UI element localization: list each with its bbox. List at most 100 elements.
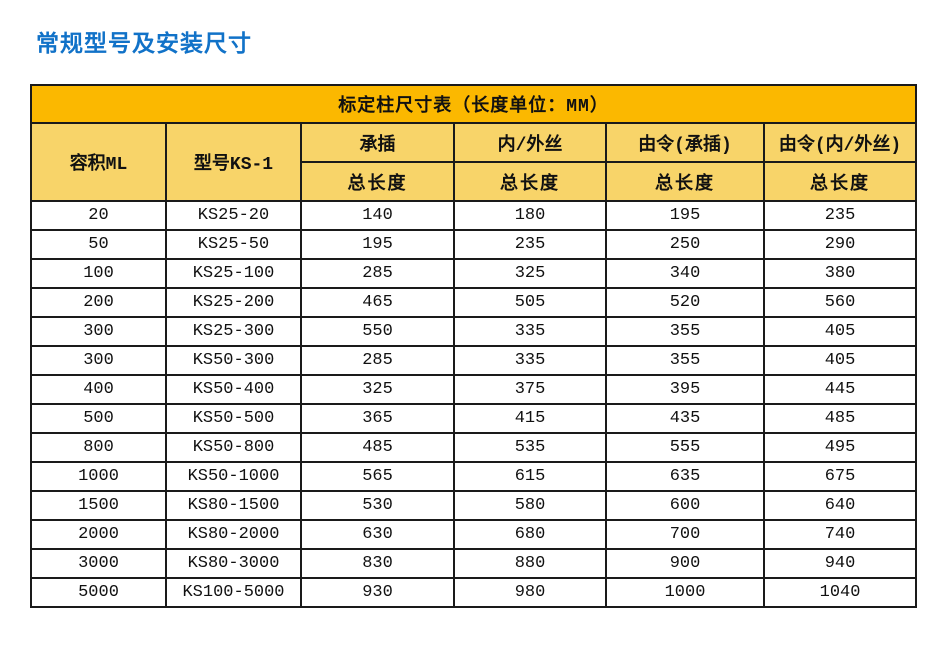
table-row: 1500 KS80-1500 530 580 600 640 [30, 490, 918, 521]
table-cell: KS25-20 [165, 200, 302, 231]
table-row: 500 KS50-500 365 415 435 485 [30, 403, 918, 434]
table-cell: 1040 [762, 577, 918, 608]
table-cell: 285 [300, 258, 455, 289]
table-cell: 3000 [30, 548, 167, 579]
table-cell: 405 [762, 316, 918, 347]
table-cell: 535 [453, 432, 607, 463]
table-cell: 505 [453, 287, 607, 318]
table-cell: 415 [453, 403, 607, 434]
table-cell: KS25-100 [165, 258, 302, 289]
col-header-union-thread: 由令(内/外丝) [762, 122, 918, 163]
table-cell: 640 [762, 490, 918, 521]
table-header: 标定柱尺寸表（长度单位：MM） 容积ML 型号KS-1 承插 内/外丝 由令(承… [29, 84, 918, 202]
table-title-row: 标定柱尺寸表（长度单位：MM） [29, 84, 918, 124]
table-cell: 335 [453, 316, 607, 347]
table-cell: KS25-300 [165, 316, 302, 347]
table-cell: 740 [762, 519, 918, 550]
table-row: 400 KS50-400 325 375 395 445 [30, 374, 918, 405]
table-cell: 530 [300, 490, 455, 521]
table-cell: 400 [30, 374, 167, 405]
table-cell: KS50-300 [165, 345, 302, 376]
table-cell: KS50-400 [165, 374, 302, 405]
table-cell: KS25-50 [165, 229, 302, 260]
page-title: 常规型号及安装尺寸 [36, 30, 252, 56]
table-cell: 445 [762, 374, 918, 405]
col-header-model: 型号KS-1 [165, 122, 302, 202]
table-cell: 520 [605, 287, 765, 318]
col-header-volume: 容积ML [30, 122, 167, 202]
table-cell: 235 [453, 229, 607, 260]
table-cell: 355 [605, 345, 765, 376]
col-header-socket: 承插 [300, 122, 455, 163]
table-cell: 700 [605, 519, 765, 550]
table-cell: KS100-5000 [165, 577, 302, 608]
table-cell: 365 [300, 403, 455, 434]
table-cell: KS50-500 [165, 403, 302, 434]
table-row: 300 KS50-300 285 335 355 405 [30, 345, 918, 376]
table-cell: 195 [605, 200, 765, 231]
table-cell: 485 [762, 403, 918, 434]
table-cell: 340 [605, 258, 765, 289]
table-row: 800 KS50-800 485 535 555 495 [30, 432, 918, 463]
subheader-total-length: 总长度 [762, 161, 918, 202]
table-cell: 495 [762, 432, 918, 463]
table-cell: 5000 [30, 577, 167, 608]
table-cell: 930 [300, 577, 455, 608]
table-cell: 900 [605, 548, 765, 579]
table-cell: 485 [300, 432, 455, 463]
spec-table: 标定柱尺寸表（长度单位：MM） 容积ML 型号KS-1 承插 内/外丝 由令(承… [29, 84, 918, 608]
group-header-row: 容积ML 型号KS-1 承插 内/外丝 由令(承插) 由令(内/外丝) [30, 122, 918, 202]
table-cell: 1500 [30, 490, 167, 521]
table-cell: 880 [453, 548, 607, 579]
table-cell: 300 [30, 345, 167, 376]
table-cell: 300 [30, 316, 167, 347]
table-cell: KS50-1000 [165, 461, 302, 492]
table-cell: 465 [300, 287, 455, 318]
table-cell: 405 [762, 345, 918, 376]
table-body: 20 KS25-20 140 180 195 235 50 KS25-50 195 235 250 2… [30, 200, 918, 608]
table-cell: 580 [453, 490, 607, 521]
table-cell: 555 [605, 432, 765, 463]
table-cell: KS50-800 [165, 432, 302, 463]
table-cell: 325 [453, 258, 607, 289]
table-cell: 630 [300, 519, 455, 550]
table-cell: 830 [300, 548, 455, 579]
table-cell: 550 [300, 316, 455, 347]
table-cell: 395 [605, 374, 765, 405]
table-cell: 980 [453, 577, 607, 608]
table-cell: 200 [30, 287, 167, 318]
table-cell: 1000 [30, 461, 167, 492]
table-cell: 940 [762, 548, 918, 579]
subheader-total-length: 总长度 [605, 161, 765, 202]
table-row: 5000 KS100-5000 930 980 1000 1040 [30, 577, 918, 608]
table-cell: 140 [300, 200, 455, 231]
table-row: 2000 KS80-2000 630 680 700 740 [30, 519, 918, 550]
table-row: 20 KS25-20 140 180 195 235 [30, 200, 918, 231]
table-cell: 635 [605, 461, 765, 492]
table-cell: 195 [300, 229, 455, 260]
subheader-row: 总长度 总长度 总长度 总长度 [31, 161, 918, 202]
subheader-total-length: 总长度 [453, 161, 607, 202]
table-cell: 290 [762, 229, 918, 260]
table-cell: 325 [300, 374, 455, 405]
table-cell: 680 [453, 519, 607, 550]
table-cell: 285 [300, 345, 455, 376]
table-cell: 615 [453, 461, 607, 492]
table-cell: 20 [30, 200, 167, 231]
table-cell: KS80-3000 [165, 548, 302, 579]
table-cell: KS25-200 [165, 287, 302, 318]
table-cell: 565 [300, 461, 455, 492]
table-cell: 800 [30, 432, 167, 463]
table-cell: 235 [762, 200, 918, 231]
table-cell: 600 [605, 490, 765, 521]
table-cell: 2000 [30, 519, 167, 550]
table-cell: 355 [605, 316, 765, 347]
table-row: 50 KS25-50 195 235 250 290 [30, 229, 918, 260]
table-cell: KS80-1500 [165, 490, 302, 521]
table-cell: KS80-2000 [165, 519, 302, 550]
table-cell: 50 [30, 229, 167, 260]
table-cell: 250 [605, 229, 765, 260]
table-cell: 375 [453, 374, 607, 405]
table-cell: 560 [762, 287, 918, 318]
